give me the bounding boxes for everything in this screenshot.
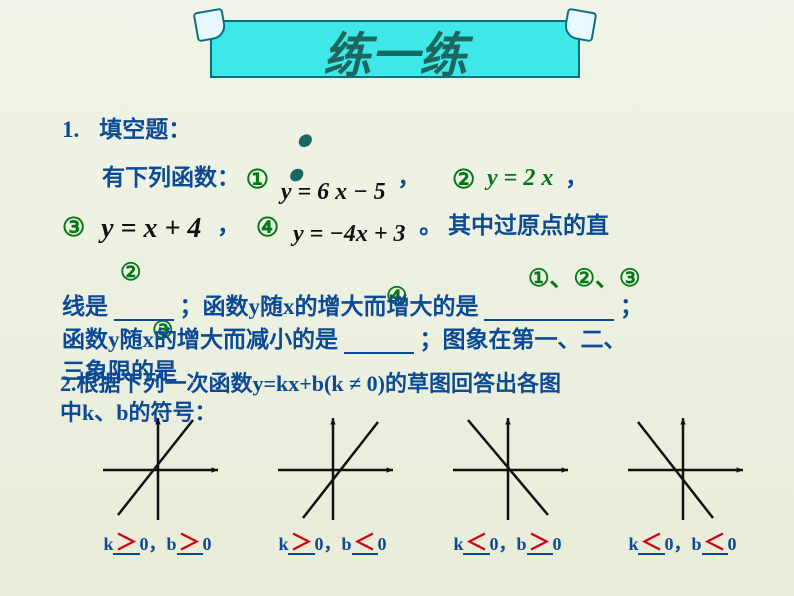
mark-2: ②: [452, 165, 475, 195]
line4-c: ；: [620, 294, 643, 319]
line4-b: ；函数y随x的增大而增大的是: [180, 294, 479, 319]
line5-b: ；图象在第一、二、: [420, 327, 627, 352]
blank-2: [484, 299, 614, 321]
mark-1: ①: [246, 165, 269, 195]
q1-line2: 有下列函数： ① y = 6 x − 5 ， ② y = 2 x ，: [62, 158, 762, 195]
graph-2: [258, 415, 408, 525]
q1-line5: 函数y随x的增大而减小的是 ；图象在第一、二、: [62, 320, 762, 354]
graph-3: [433, 415, 583, 525]
q2-line1: 2.根据下列一次函数y=kx+b(k ≠ 0)的草图回答出各图: [60, 370, 760, 399]
comma-1: ，: [397, 165, 420, 190]
q1-line3: ③ y = x + 4 ， ④ y = −4x + 3 。 其中过原点的直: [62, 206, 762, 243]
answer2-4: k＜0，b＜0: [598, 530, 768, 556]
q1-heading: 填空题：: [99, 117, 191, 142]
mark-4: ④: [256, 213, 279, 243]
graph-1: [83, 415, 233, 525]
graphs-row: [70, 415, 770, 525]
answers-2-row: k＞0，b＞0 k＞0，b＜0 k＜0，b＞0 k＜0，b＜0: [70, 530, 770, 556]
blank-3: [344, 332, 414, 354]
answer2-1: k＞0，b＞0: [73, 530, 243, 556]
comma-2: ，: [565, 165, 588, 190]
graph-4: [608, 415, 758, 525]
answer2-3: k＜0，b＞0: [423, 530, 593, 556]
mark-3: ③: [62, 213, 85, 243]
q1-prefix: 有下列函数：: [102, 165, 240, 190]
blank-1: [114, 299, 174, 321]
line5-a: 函数y随x的增大而减小的是: [62, 327, 338, 352]
period-4: 。: [419, 213, 442, 238]
equation-1: y = 6 x − 5: [281, 179, 386, 205]
banner-title: 练一练: [190, 16, 600, 86]
answer2-2: k＞0，b＜0: [248, 530, 418, 556]
q1-tail3: 其中过原点的直: [448, 213, 609, 238]
answer-1: ②: [120, 258, 142, 287]
equation-3: y = x + 4: [101, 213, 201, 244]
comma-3: ，: [217, 213, 240, 238]
question-1: 1. 填空题：: [62, 110, 762, 144]
q1-line4: 线是 ；函数y随x的增大而增大的是 ；: [62, 287, 762, 321]
equation-2: y = 2 x: [487, 165, 553, 191]
line4-a: 线是: [62, 294, 108, 319]
q1-number: 1.: [62, 117, 79, 142]
equation-4: y = −4x + 3: [293, 221, 406, 247]
title-banner: 练一练: [190, 8, 600, 83]
